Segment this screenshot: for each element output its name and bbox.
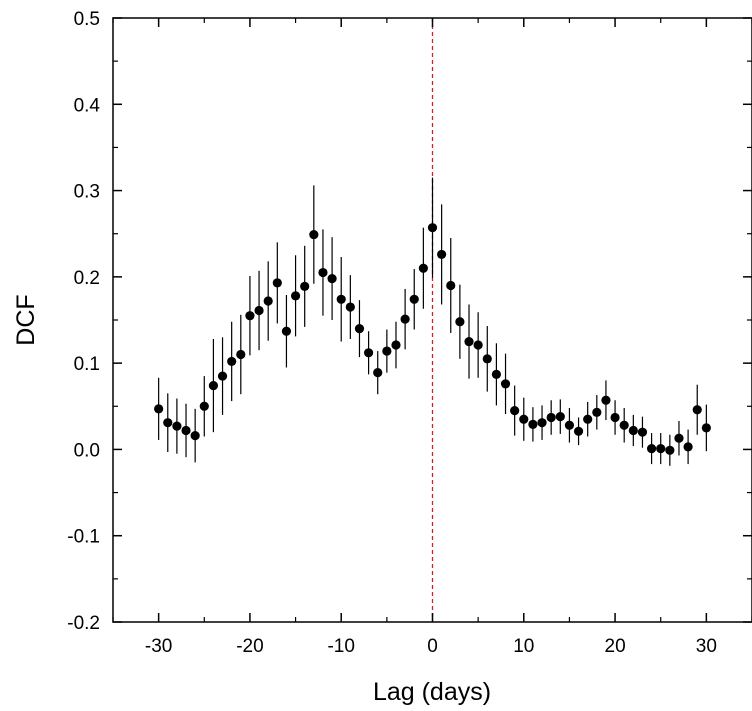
- data-point: [281, 326, 292, 336]
- data-point: [272, 278, 282, 288]
- tick-layer: -30 -20 -10 0 10 20 30 -0.2 -0.1 0.0 0.1 0.2 0.3 0.4 0…: [67, 9, 752, 657]
- data-point: [309, 229, 319, 240]
- data-point: [637, 427, 648, 437]
- y-tick-label: 0.4: [74, 95, 101, 116]
- x-tick-label: -30: [145, 636, 172, 657]
- data-point: [437, 249, 447, 260]
- data-point: [354, 324, 365, 334]
- data-point: [163, 418, 173, 428]
- data-point: [455, 317, 465, 327]
- x-tick-label: -20: [236, 636, 263, 657]
- data-point: [418, 263, 428, 273]
- data-point: [546, 412, 556, 423]
- y-tick-label: 0.1: [74, 354, 100, 375]
- data-point: [665, 445, 675, 455]
- data-point: [373, 368, 383, 378]
- y-tick-label: 0.0: [74, 440, 100, 461]
- data-point: [564, 420, 575, 430]
- data-point: [400, 314, 410, 324]
- data-layer: [154, 177, 711, 466]
- data-point: [583, 414, 593, 424]
- data-point: [172, 421, 182, 431]
- data-point: [227, 356, 237, 367]
- data-point: [199, 401, 209, 411]
- data-point: [345, 302, 355, 312]
- data-point: [427, 223, 438, 233]
- data-point: [510, 406, 520, 416]
- data-point: [263, 296, 273, 306]
- y-tick-label: -0.2: [67, 613, 100, 634]
- data-point: [537, 418, 547, 428]
- data-point: [573, 426, 584, 436]
- data-point: [446, 280, 456, 291]
- data-point: [701, 423, 711, 433]
- x-tick-label: 30: [696, 636, 717, 657]
- data-point: [217, 371, 228, 381]
- data-point: [318, 267, 328, 278]
- x-axis-label: Lag (days): [373, 678, 491, 706]
- data-point: [473, 340, 483, 350]
- data-point: [336, 294, 346, 304]
- data-point: [528, 419, 538, 430]
- data-point: [555, 412, 565, 422]
- data-point: [610, 412, 620, 423]
- data-point: [327, 273, 337, 284]
- data-point: [482, 354, 492, 364]
- data-point: [519, 414, 529, 424]
- data-point: [692, 405, 702, 415]
- x-tick-label: 10: [513, 636, 534, 657]
- data-point: [391, 340, 401, 350]
- data-point: [646, 443, 657, 454]
- data-point: [208, 380, 219, 391]
- y-tick-label: -0.1: [67, 527, 100, 548]
- data-point: [290, 291, 301, 301]
- data-point: [190, 431, 200, 441]
- data-point: [364, 348, 374, 358]
- data-point: [500, 379, 511, 389]
- data-point: [592, 407, 602, 417]
- data-point: [601, 395, 611, 405]
- data-point: [245, 311, 255, 321]
- data-point: [300, 281, 310, 291]
- x-tick-label: -10: [327, 636, 354, 657]
- data-point: [254, 305, 264, 316]
- data-point: [674, 433, 684, 443]
- data-point: [409, 294, 419, 304]
- data-point: [656, 443, 666, 454]
- data-point: [181, 425, 191, 436]
- y-tick-label: 0.5: [74, 9, 100, 30]
- y-axis-label: DCF: [12, 294, 40, 345]
- data-point: [491, 369, 501, 379]
- data-point: [619, 420, 629, 430]
- x-tick-label: 20: [605, 636, 626, 657]
- data-point: [236, 349, 246, 360]
- data-point: [683, 442, 693, 452]
- data-point: [628, 425, 638, 436]
- data-point: [382, 346, 392, 356]
- y-tick-label: 0.2: [74, 268, 100, 289]
- data-point: [464, 336, 474, 347]
- y-tick-label: 0.3: [74, 182, 100, 203]
- data-point: [154, 404, 164, 414]
- x-tick-label: 0: [427, 636, 438, 657]
